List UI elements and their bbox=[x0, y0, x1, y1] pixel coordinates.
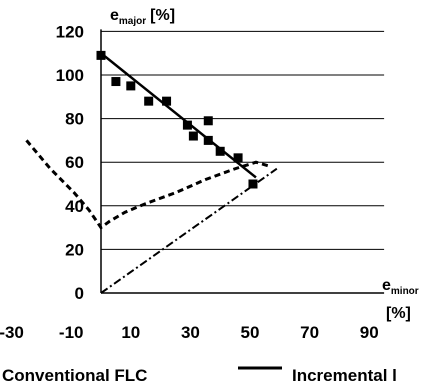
x-tick-label: 50 bbox=[241, 323, 260, 342]
incremental-marker bbox=[126, 81, 136, 91]
y-tick-label: 80 bbox=[65, 110, 84, 129]
incremental-marker bbox=[144, 96, 154, 106]
tick-labels: 0 20 40 60 80 100 120 -30 -10 10 30 50 70 90 bbox=[0, 22, 379, 342]
incremental-marker bbox=[111, 77, 121, 87]
y-tick-label: 120 bbox=[56, 22, 84, 41]
legend-conventional-label: Conventional FLC bbox=[2, 366, 147, 385]
x-tick-label: 90 bbox=[360, 323, 379, 342]
x-axis-unit: [%] bbox=[386, 305, 411, 322]
x-axis-title: eminor bbox=[382, 277, 419, 297]
grid-lines bbox=[101, 30, 385, 250]
y-axis-title: emajor [%] bbox=[110, 7, 175, 27]
x-tick-label: -30 bbox=[0, 323, 24, 342]
incremental-marker bbox=[182, 120, 192, 130]
x-tick-label: 30 bbox=[181, 323, 200, 342]
dash-dot-line bbox=[100, 167, 278, 294]
y-tick-label: 100 bbox=[56, 66, 84, 85]
incremental-marker bbox=[248, 179, 258, 189]
x-tick-label: 70 bbox=[300, 323, 319, 342]
y-tick-label: 40 bbox=[65, 197, 84, 216]
incremental-marker bbox=[188, 131, 198, 141]
conventional-flc-curve bbox=[25, 139, 272, 230]
incremental-marker bbox=[203, 116, 213, 126]
incremental-fit-line bbox=[100, 52, 257, 179]
y-tick-label: 0 bbox=[75, 284, 84, 303]
incremental-marker bbox=[96, 50, 106, 60]
incremental-marker bbox=[203, 135, 213, 145]
x-tick-label: -10 bbox=[59, 323, 84, 342]
incremental-marker bbox=[162, 96, 172, 106]
y-tick-label: 60 bbox=[65, 153, 84, 172]
incremental-marker bbox=[233, 153, 243, 163]
axes bbox=[100, 29, 385, 294]
data-series bbox=[25, 52, 278, 294]
y-tick-label: 20 bbox=[65, 240, 84, 259]
x-tick-label: 10 bbox=[121, 323, 140, 342]
data-markers bbox=[96, 50, 258, 189]
legend-incremental-label: Incremental l bbox=[292, 366, 397, 385]
incremental-marker bbox=[215, 146, 225, 156]
